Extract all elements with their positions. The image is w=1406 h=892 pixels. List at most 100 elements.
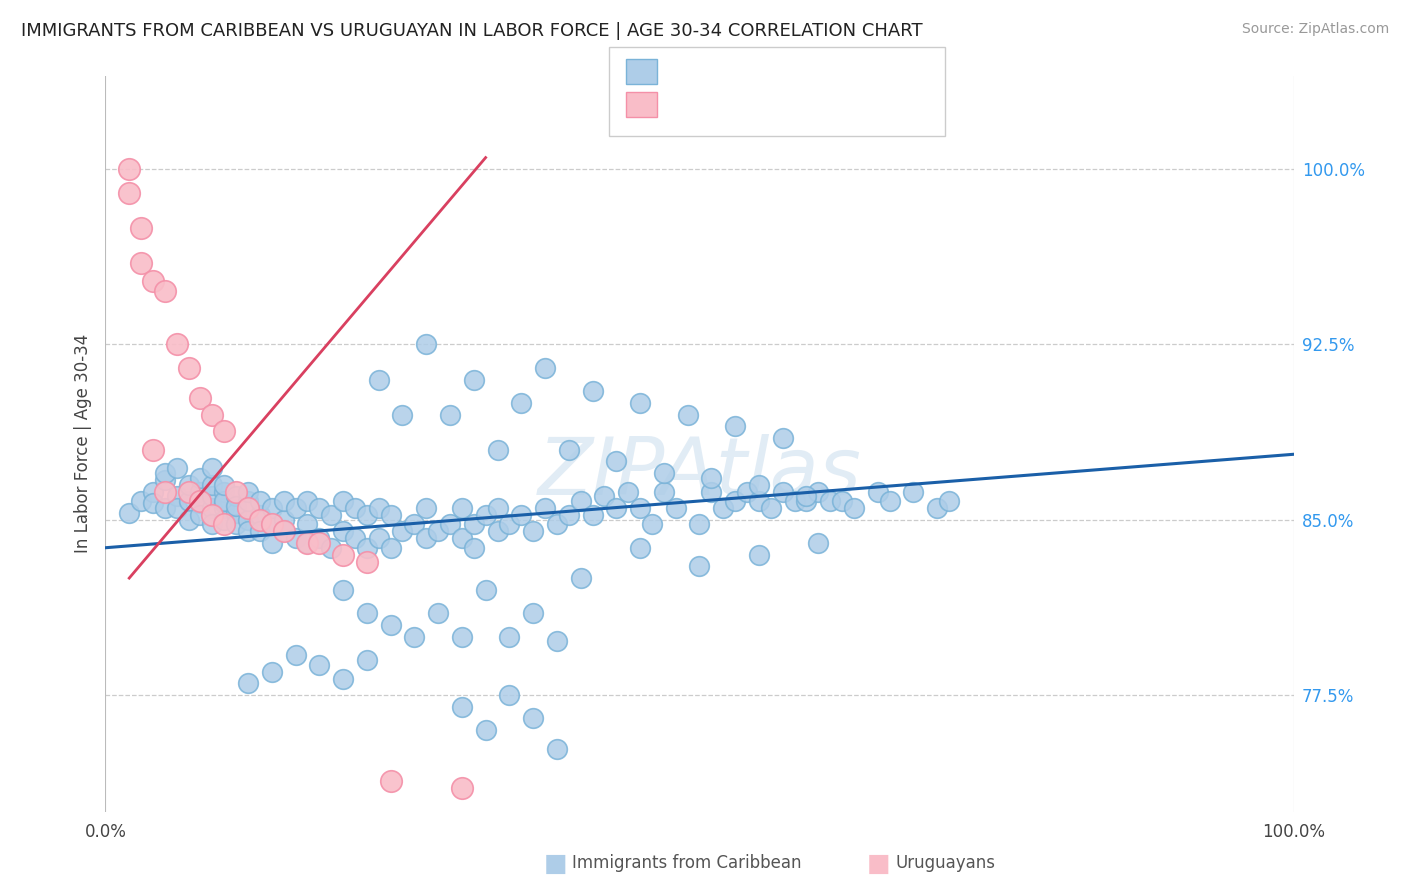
- Point: [498, 688, 520, 702]
- Text: ■: ■: [868, 852, 890, 875]
- Point: [772, 431, 794, 445]
- Point: [284, 648, 307, 663]
- Point: [380, 774, 402, 789]
- Point: [724, 494, 747, 508]
- Point: [759, 501, 782, 516]
- Point: [486, 442, 509, 457]
- Point: [522, 711, 544, 725]
- Point: [273, 524, 295, 539]
- Text: 0.202: 0.202: [707, 62, 758, 80]
- Text: N =: N =: [773, 95, 813, 113]
- Point: [391, 408, 413, 422]
- Point: [166, 501, 188, 516]
- Point: [748, 477, 770, 491]
- Text: Uruguayans: Uruguayans: [896, 855, 995, 872]
- Point: [569, 494, 592, 508]
- Point: [546, 517, 568, 532]
- Point: [214, 494, 236, 508]
- Text: R =: R =: [668, 95, 707, 113]
- Point: [415, 337, 437, 351]
- Point: [214, 484, 236, 499]
- Point: [866, 484, 889, 499]
- Point: [260, 517, 283, 532]
- Point: [343, 532, 366, 546]
- Point: [474, 582, 496, 597]
- Point: [605, 454, 627, 468]
- Point: [225, 517, 247, 532]
- Text: R =: R =: [668, 62, 707, 80]
- Point: [214, 517, 236, 532]
- Point: [474, 508, 496, 522]
- Text: ZIPAtlas: ZIPAtlas: [537, 434, 862, 512]
- Point: [249, 508, 271, 522]
- Point: [700, 470, 723, 484]
- Point: [391, 524, 413, 539]
- Point: [796, 494, 818, 508]
- Point: [628, 541, 651, 555]
- Point: [201, 477, 224, 491]
- Point: [190, 470, 212, 484]
- Y-axis label: In Labor Force | Age 30-34: In Labor Force | Age 30-34: [73, 334, 91, 553]
- Text: ■: ■: [544, 852, 567, 875]
- Point: [260, 501, 283, 516]
- Point: [356, 508, 378, 522]
- Point: [321, 541, 343, 555]
- Point: [450, 699, 472, 714]
- Point: [463, 517, 485, 532]
- Point: [522, 524, 544, 539]
- Point: [190, 494, 212, 508]
- Point: [177, 360, 200, 375]
- Point: [652, 484, 675, 499]
- Point: [153, 284, 176, 298]
- Point: [474, 723, 496, 737]
- Point: [260, 665, 283, 679]
- Point: [522, 606, 544, 620]
- Point: [308, 532, 330, 546]
- Point: [297, 536, 319, 550]
- Point: [166, 489, 188, 503]
- Point: [569, 571, 592, 585]
- Point: [249, 524, 271, 539]
- Point: [142, 484, 165, 499]
- Point: [236, 501, 259, 516]
- Point: [879, 494, 901, 508]
- Point: [748, 494, 770, 508]
- Point: [356, 541, 378, 555]
- Point: [308, 657, 330, 672]
- Point: [260, 536, 283, 550]
- Point: [380, 617, 402, 632]
- Point: [415, 532, 437, 546]
- Point: [177, 513, 200, 527]
- Point: [142, 274, 165, 288]
- Point: [534, 360, 557, 375]
- Point: [724, 419, 747, 434]
- Point: [236, 513, 259, 527]
- Point: [676, 408, 699, 422]
- Point: [796, 489, 818, 503]
- Point: [404, 517, 426, 532]
- Point: [783, 494, 806, 508]
- Point: [236, 494, 259, 508]
- Point: [332, 582, 354, 597]
- Point: [129, 494, 152, 508]
- Point: [427, 524, 450, 539]
- Point: [201, 461, 224, 475]
- Point: [142, 496, 165, 510]
- Point: [297, 517, 319, 532]
- Point: [284, 501, 307, 516]
- Point: [308, 536, 330, 550]
- Point: [628, 396, 651, 410]
- Point: [129, 256, 152, 270]
- Point: [581, 384, 603, 399]
- Point: [236, 484, 259, 499]
- Point: [236, 524, 259, 539]
- Point: [415, 501, 437, 516]
- Point: [214, 501, 236, 516]
- Point: [142, 442, 165, 457]
- Point: [807, 536, 830, 550]
- Point: [201, 489, 224, 503]
- Point: [510, 396, 533, 410]
- Point: [831, 494, 853, 508]
- Point: [177, 484, 200, 499]
- Text: 146: 146: [814, 62, 848, 80]
